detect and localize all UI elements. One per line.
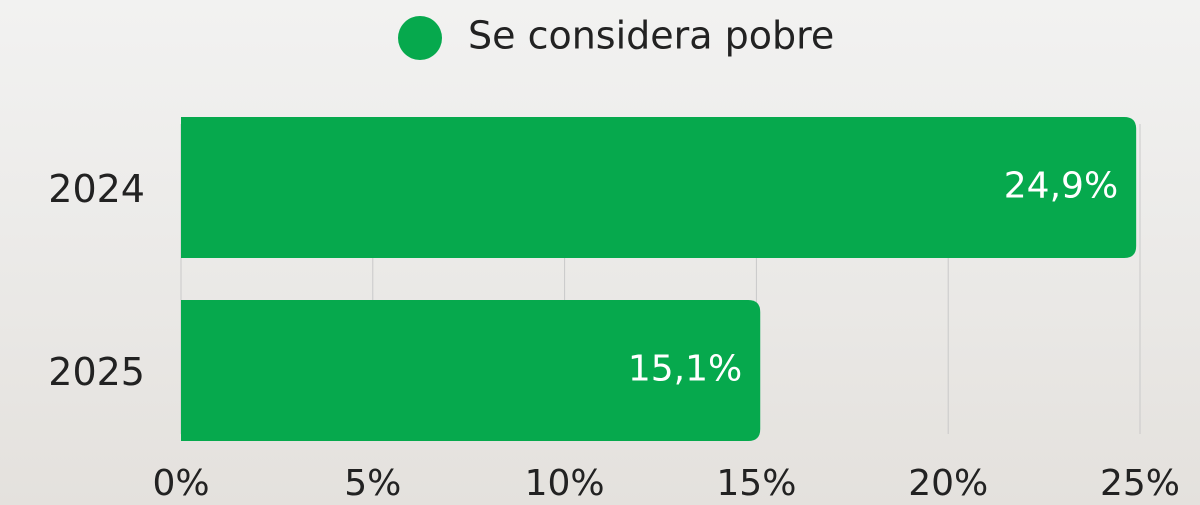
x-tick-label: 10% <box>525 463 605 504</box>
y-tick-label: 2024 <box>48 167 145 211</box>
data-label: 24,9% <box>1004 166 1118 207</box>
bar <box>181 117 1137 258</box>
x-tick-label: 0% <box>152 463 209 504</box>
x-tick-label: 5% <box>344 463 401 504</box>
x-tick-label: 25% <box>1100 463 1180 504</box>
y-tick-label: 2025 <box>48 350 145 394</box>
x-tick-label: 15% <box>716 463 796 504</box>
plot-area: 0% 5% 10% 15% 20% 25% Se considera pobre 2024 24… <box>48 14 1180 505</box>
data-label: 15,1% <box>628 349 742 390</box>
legend-label: Se considera pobre <box>468 14 834 58</box>
legend-marker <box>398 16 442 60</box>
x-tick-label: 20% <box>908 463 988 504</box>
bar <box>181 300 761 441</box>
